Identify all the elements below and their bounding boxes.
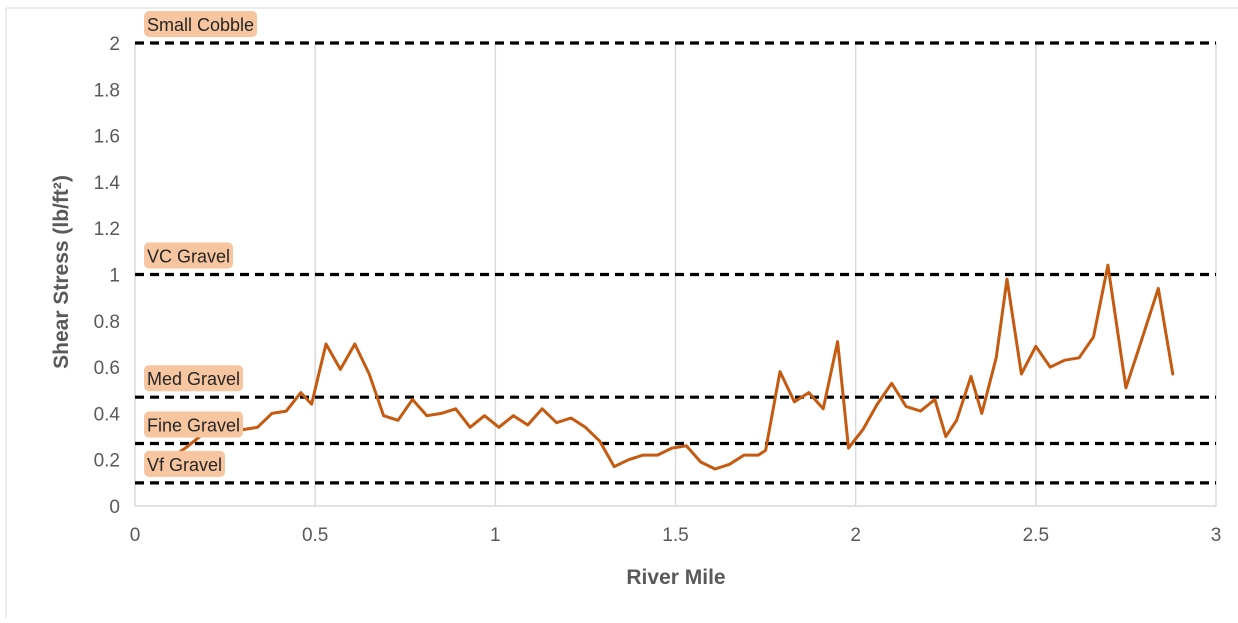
y-axis-title: Shear Stress (lb/ft²): [50, 175, 73, 369]
y-tick-label: 0.4: [94, 404, 121, 425]
y-tick-label: 0.6: [94, 358, 120, 379]
x-axis-title: River Mile: [626, 566, 725, 589]
reference-label: VC Gravel: [147, 247, 230, 267]
y-tick-label: 0.8: [94, 312, 120, 333]
reference-label: Med Gravel: [147, 369, 240, 389]
y-tick-label: 1: [109, 266, 120, 287]
reference-label: Fine Gravel: [147, 415, 240, 435]
x-tick-label: 1: [490, 525, 501, 546]
x-tick-label: 0: [130, 525, 141, 546]
reference-label-group: VC Gravel: [144, 243, 233, 269]
y-tick-label: 1.8: [94, 80, 120, 101]
x-tick-label: 2.5: [1023, 525, 1049, 546]
x-tick-label: 3: [1211, 525, 1222, 546]
reference-label-group: Vf Gravel: [144, 451, 225, 477]
y-tick-label: 1.4: [94, 173, 121, 194]
x-tick-label: 2: [850, 525, 861, 546]
reference-label-group: Med Gravel: [144, 365, 243, 391]
reference-label-group: Small Cobble: [144, 11, 257, 37]
reference-label: Small Cobble: [147, 15, 254, 35]
y-tick-label: 0: [109, 497, 120, 518]
y-tick-label: 1.6: [94, 127, 120, 148]
y-tick-label: 2: [109, 34, 120, 55]
y-tick-label: 0.2: [94, 451, 120, 472]
reference-label-group: Fine Gravel: [144, 411, 243, 437]
x-tick-label: 1.5: [662, 525, 688, 546]
x-tick-label: 0.5: [302, 525, 328, 546]
reference-label: Vf Gravel: [147, 455, 222, 475]
y-tick-label: 1.2: [94, 219, 120, 240]
